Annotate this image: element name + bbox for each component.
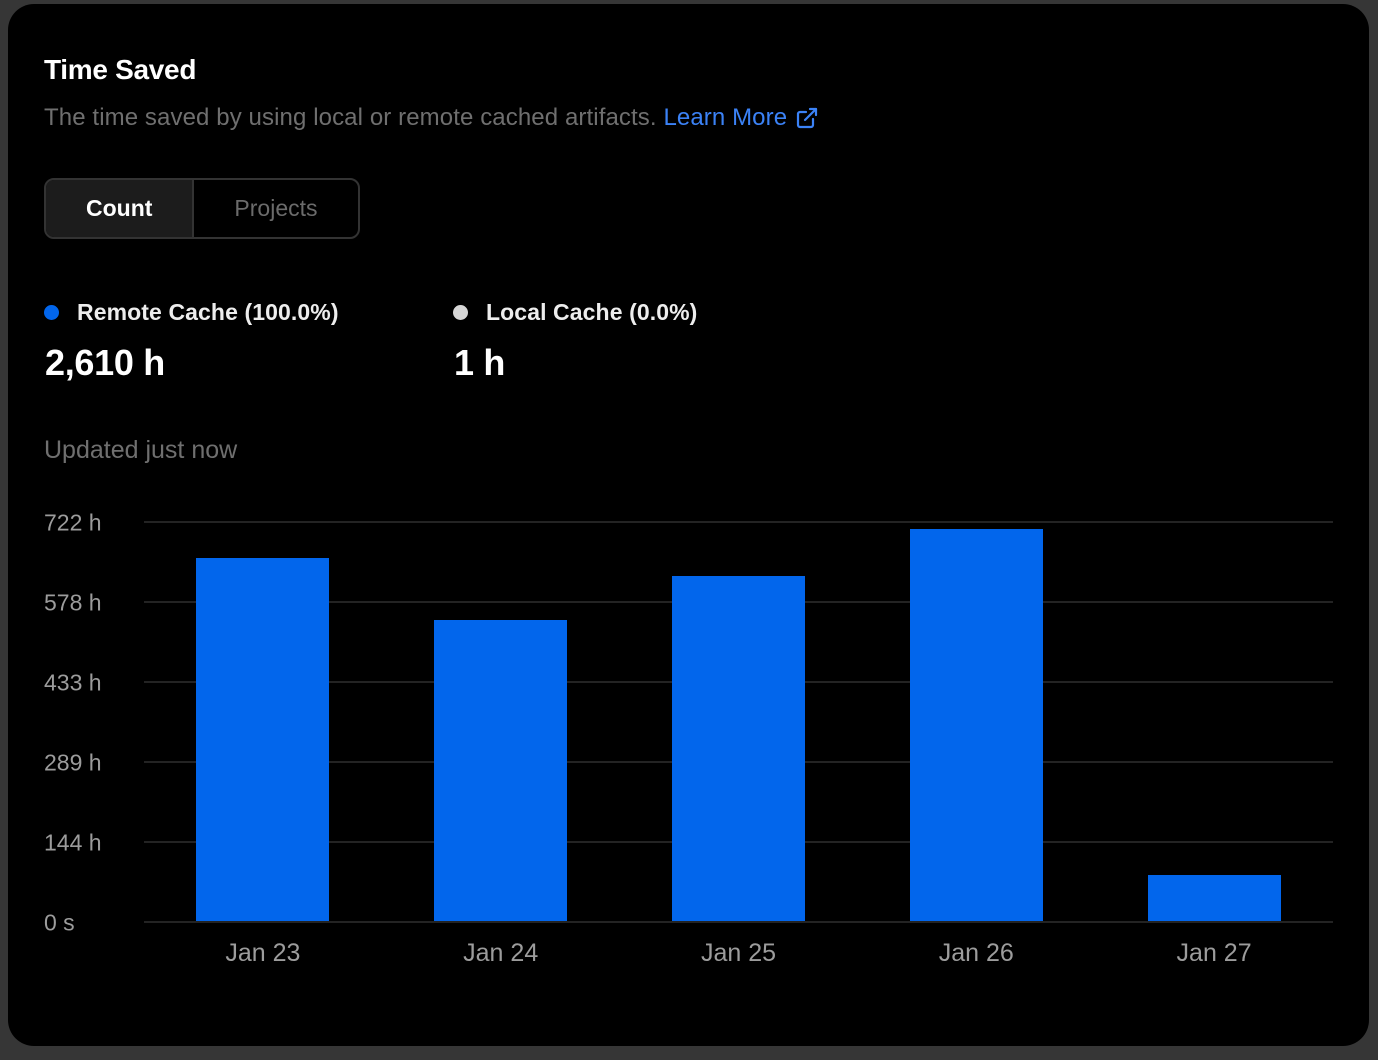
remote-cache-legend-item: Remote Cache (100.0%) (44, 299, 453, 326)
gridline: 0 s (44, 910, 1333, 936)
toggle-count-button[interactable]: Count (46, 180, 195, 237)
card-subtitle: The time saved by using local or remote … (44, 104, 1333, 132)
local-cache-legend-item: Local Cache (0.0%) (453, 299, 862, 326)
bars-container (144, 521, 1333, 921)
y-tick-label: 578 h (44, 589, 102, 616)
external-link-icon (797, 107, 818, 129)
y-tick-label: 144 h (44, 829, 102, 856)
bar-jan-25[interactable] (671, 576, 805, 921)
x-tick-label: Jan 27 (1176, 939, 1252, 967)
learn-more-link[interactable]: Learn More (663, 104, 819, 132)
bar-column (382, 521, 620, 921)
gridline: 722 h (44, 510, 1333, 536)
x-tick-label: Jan 26 (938, 939, 1014, 967)
y-tick-label: 433 h (44, 669, 102, 696)
x-tick-label: Jan 24 (463, 939, 539, 967)
x-axis: Jan 23 Jan 24 Jan 25 Jan 26 Jan 27 (144, 939, 1333, 968)
remote-cache-value: 2,610 h (45, 342, 165, 383)
remote-cache-group: Remote Cache (100.0%) 2,610 h (44, 299, 453, 384)
learn-more-label: Learn More (663, 104, 788, 131)
bar-jan-23[interactable] (196, 558, 330, 921)
subtitle-text: The time saved by using local or remote … (44, 104, 657, 131)
x-tick-label: Jan 25 (700, 939, 777, 967)
y-tick-label: 722 h (44, 509, 102, 536)
plot-area: 722 h 578 h 433 h 289 h 144 h 0 s (44, 510, 1333, 936)
bar-column (144, 521, 382, 921)
x-tick-label: Jan 23 (225, 939, 301, 967)
bar-jan-27[interactable] (1147, 875, 1281, 921)
remote-cache-dot-icon (44, 305, 59, 320)
bar-jan-26[interactable] (909, 529, 1043, 921)
bar-column (620, 521, 858, 921)
remote-cache-label: Remote Cache (100.0%) (77, 299, 339, 325)
bar-column (1095, 521, 1333, 921)
cache-legend: Remote Cache (100.0%) 2,610 h Local Cach… (44, 299, 1333, 384)
card-title: Time Saved (44, 54, 197, 85)
updated-status: Updated just now (44, 436, 238, 464)
toggle-projects-button[interactable]: Projects (194, 180, 357, 237)
time-saved-card: Time Saved The time saved by using local… (8, 4, 1369, 1046)
view-toggle-group: Count Projects (44, 178, 360, 239)
bar-jan-24[interactable] (434, 620, 568, 921)
bar-column (857, 521, 1095, 921)
local-cache-group: Local Cache (0.0%) 1 h (453, 299, 862, 384)
local-cache-dot-icon (453, 305, 468, 320)
local-cache-value: 1 h (454, 342, 506, 383)
y-tick-label: 289 h (44, 749, 102, 776)
y-tick-label: 0 s (44, 909, 75, 936)
local-cache-label: Local Cache (0.0%) (486, 299, 698, 325)
